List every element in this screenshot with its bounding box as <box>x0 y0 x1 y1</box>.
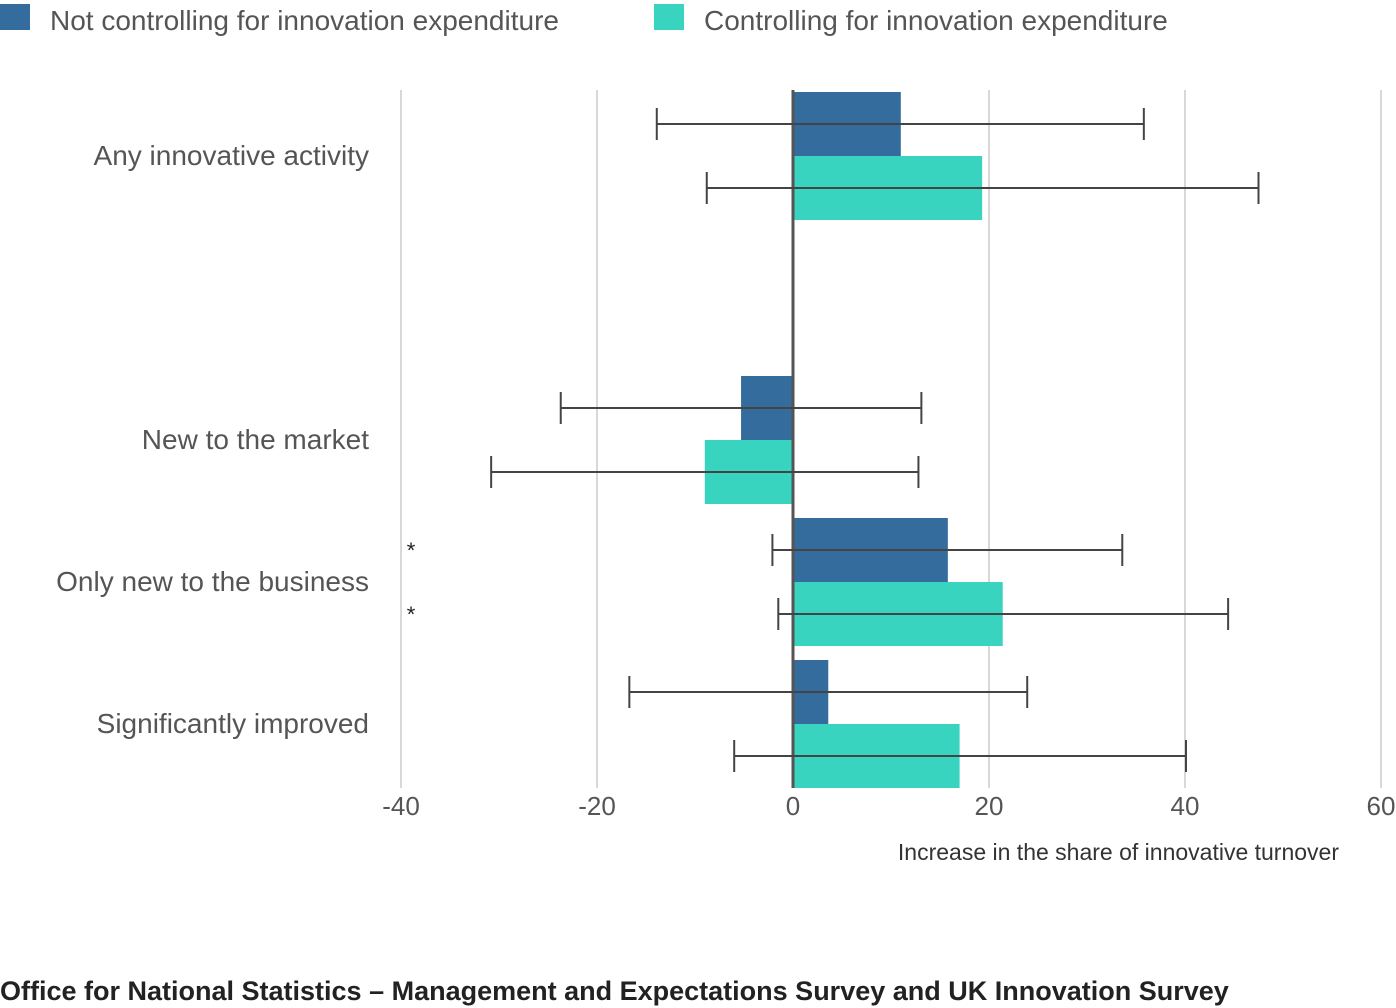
x-tick-label: 0 <box>786 791 800 821</box>
x-tick-label: 20 <box>975 791 1004 821</box>
legend-label-not-controlling: Not controlling for innovation expenditu… <box>50 5 559 36</box>
legend: Not controlling for innovation expenditu… <box>0 4 1168 36</box>
significance-marker: * <box>407 602 416 627</box>
x-tick-label: -20 <box>578 791 616 821</box>
significance-markers: ** <box>407 538 416 627</box>
legend-label-controlling: Controlling for innovation expenditure <box>704 5 1168 36</box>
x-tick-label: 40 <box>1171 791 1200 821</box>
x-tick-label: -40 <box>382 791 420 821</box>
error-bars <box>490 108 1260 772</box>
significance-marker: * <box>407 538 416 563</box>
category-label-only-new-to-the-business: Only new to the business <box>56 566 369 597</box>
bars <box>704 92 1003 788</box>
category-label-significantly-improved: Significantly improved <box>97 708 369 739</box>
grid <box>400 90 1382 788</box>
category-label-new-to-the-market: New to the market <box>142 424 369 455</box>
source-note: Office for National Statistics – Managem… <box>0 976 1229 1006</box>
category-labels: Any innovative activity New to the market… <box>56 140 369 739</box>
category-label-any-innovative-activity: Any innovative activity <box>94 140 369 171</box>
x-tick-labels: -40 -20 0 20 40 60 <box>382 791 1395 821</box>
legend-swatch-not-controlling <box>0 4 30 30</box>
legend-swatch-controlling <box>654 4 684 30</box>
x-axis-title: Increase in the share of innovative turn… <box>898 839 1339 865</box>
x-tick-label: 60 <box>1367 791 1396 821</box>
